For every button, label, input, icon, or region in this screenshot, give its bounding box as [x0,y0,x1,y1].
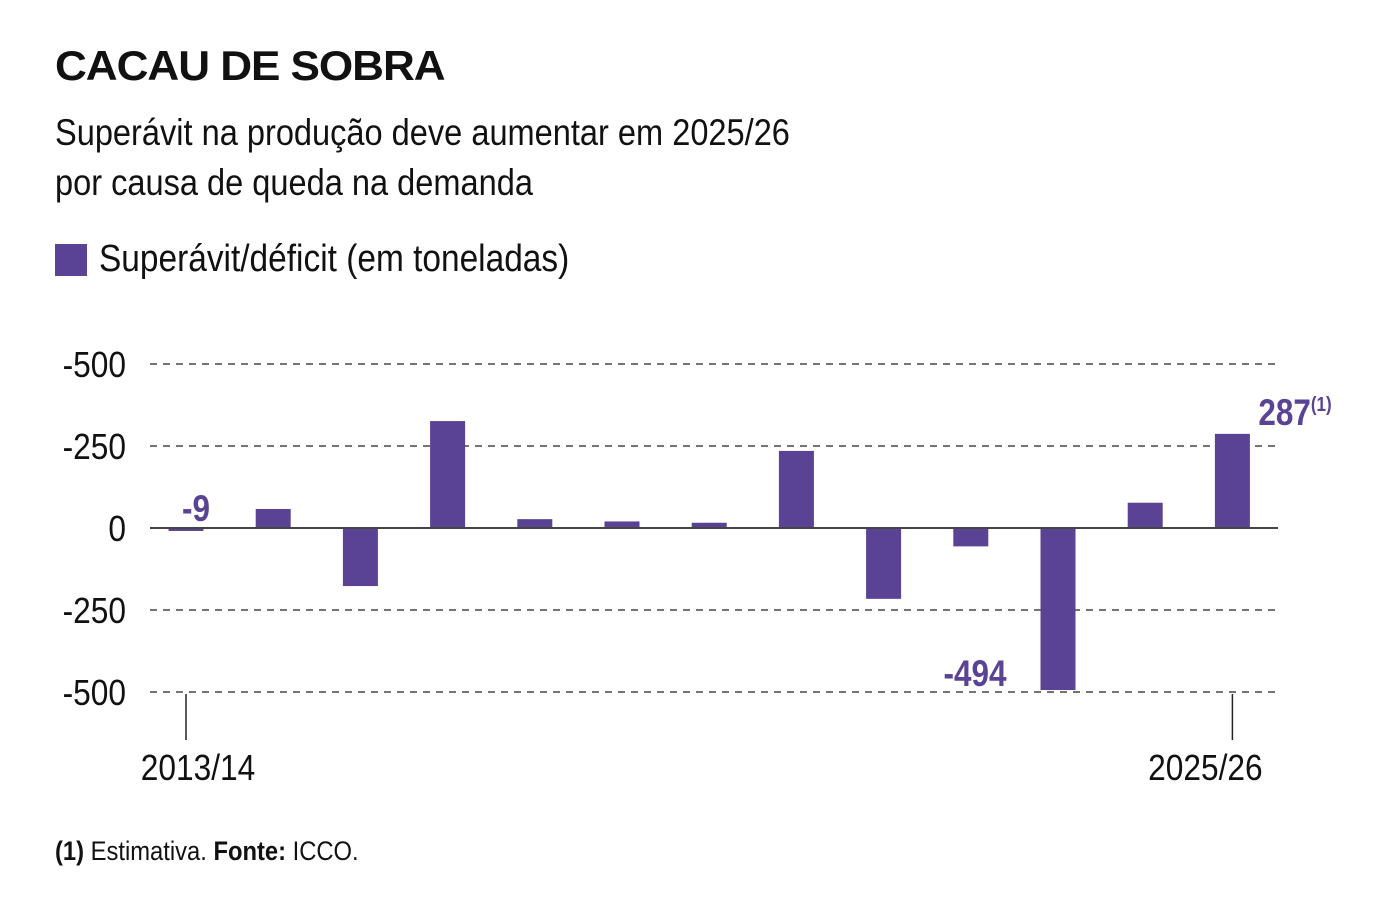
bar [778,450,814,528]
bar [168,528,204,531]
bar [1040,528,1076,691]
legend-label: Superávit/déficit (em toneladas) [99,238,570,280]
footnote: (1) Estimativa. Fonte: ICCO. [55,836,359,867]
x-tick-label: 2013/14 [141,748,255,788]
data-label: -494 [944,654,1007,695]
legend-swatch [55,243,87,276]
subtitle-line-2: por causa de queda na demanda [55,162,533,203]
data-label: -9 [182,489,210,530]
bar [430,421,466,528]
y-tick-label: -250 [63,427,126,467]
bar [1127,502,1163,528]
data-label: 287(1) [1258,393,1331,434]
data-label-superscript: (1) [1311,393,1332,416]
bar [255,508,291,528]
y-tick-label: -500 [63,345,126,385]
bar [1214,433,1250,528]
bar [691,522,727,528]
chart-subtitle: Superávit na produção deve aumentar em 2… [55,108,1023,208]
source-label: Fonte: [213,836,287,866]
bar [604,521,640,528]
footnote-text: Estimativa. [84,836,214,866]
bar [866,528,902,599]
y-tick-label: 0 [108,509,126,549]
bar [953,528,989,547]
subtitle-line-1: Superávit na produção deve aumentar em 2… [55,112,790,153]
source-text: ICCO. [286,836,359,866]
footnote-marker: (1) [55,836,85,866]
legend: Superávit/déficit (em toneladas) [55,238,633,281]
chart-title: CACAU DE SOBRA [55,42,446,89]
y-tick-label: -500 [63,673,126,713]
y-tick-label: -250 [63,591,126,631]
bar [517,519,553,528]
bar [342,528,378,587]
x-tick-label: 2025/26 [1148,748,1262,788]
